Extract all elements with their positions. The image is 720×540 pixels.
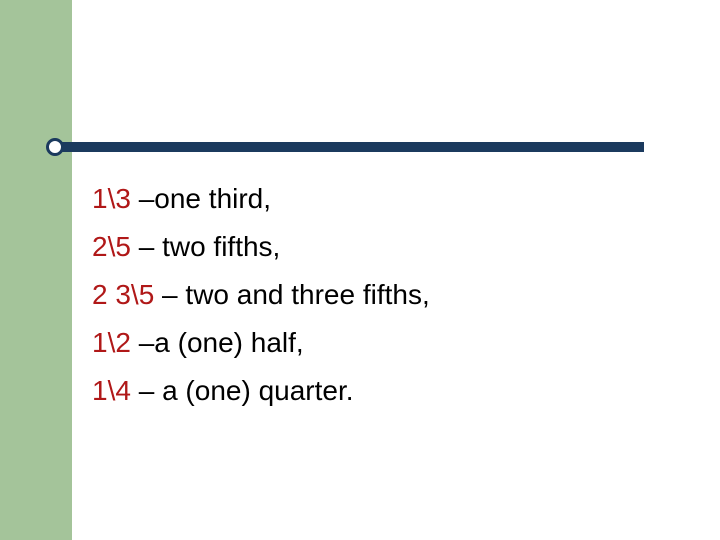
list-item: 1\4 – a (one) quarter. [92,370,682,412]
list-item: 2 3\5 – two and three fifths, [92,274,682,316]
fraction-text: 2\5 [92,231,131,262]
list-item: 1\3 –one third, [92,178,682,220]
content-area: 1\3 –one third, 2\5 – two fifths, 2 3\5 … [92,178,682,418]
fraction-text: 2 3\5 [92,279,154,310]
sidebar-accent [0,0,72,540]
definition-text: –one third, [131,183,271,214]
list-item: 1\2 –a (one) half, [92,322,682,364]
fraction-text: 1\2 [92,327,131,358]
fraction-text: 1\3 [92,183,131,214]
list-item: 2\5 – two fifths, [92,226,682,268]
definition-text: –a (one) half, [131,327,304,358]
fraction-text: 1\4 [92,375,131,406]
rule-bullet-circle [46,138,64,156]
definition-text: – a (one) quarter. [131,375,354,406]
definition-text: – two and three fifths, [154,279,430,310]
horizontal-rule [54,142,644,152]
definition-text: – two fifths, [131,231,280,262]
